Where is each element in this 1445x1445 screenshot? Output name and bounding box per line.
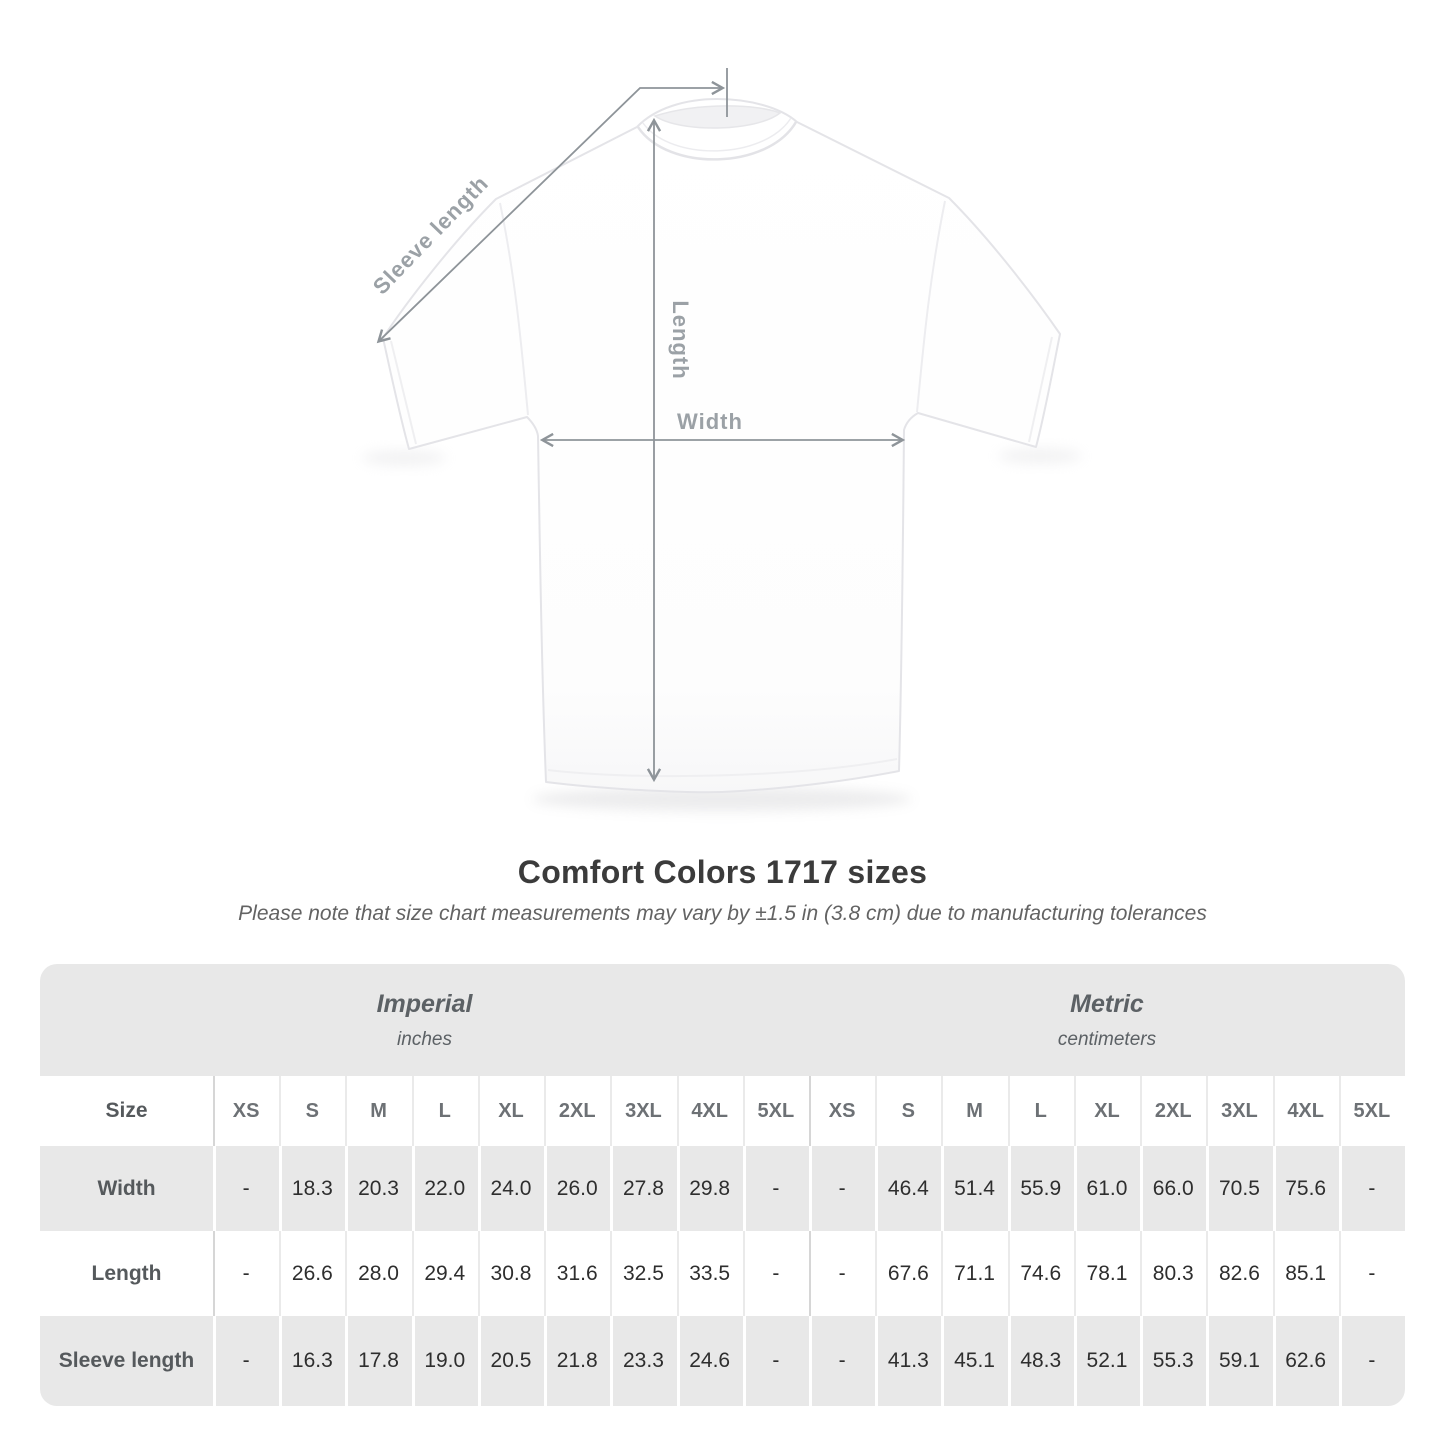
value-cell: 18.3	[279, 1146, 345, 1231]
width-label: Width	[677, 409, 743, 434]
value-cell: 66.0	[1140, 1146, 1206, 1231]
tshirt-measurement-diagram: Sleeve length Length Width	[362, 68, 1082, 811]
table-row-sleeve-length: Sleeve length - 16.3 17.8 19.0 20.5 21.8…	[40, 1316, 1405, 1406]
size-col-header: 3XL	[1206, 1076, 1272, 1146]
value-cell: 78.1	[1074, 1231, 1140, 1316]
value-cell: -	[743, 1231, 809, 1316]
value-cell: 24.0	[478, 1146, 544, 1231]
value-cell: 20.5	[478, 1316, 544, 1406]
value-cell: 20.3	[345, 1146, 411, 1231]
value-cell: 71.1	[941, 1231, 1007, 1316]
size-col-header: 2XL	[544, 1076, 610, 1146]
value-cell: 29.4	[412, 1231, 478, 1316]
size-col-header: M	[941, 1076, 1007, 1146]
value-cell: 22.0	[412, 1146, 478, 1231]
value-cell: 62.6	[1273, 1316, 1339, 1406]
size-col-header: S	[875, 1076, 941, 1146]
value-cell: -	[743, 1316, 809, 1406]
value-cell: 27.8	[610, 1146, 676, 1231]
imperial-units-header: Imperial inches	[40, 990, 809, 1051]
sleeve-length-arrow	[376, 80, 726, 344]
value-cell: -	[809, 1146, 875, 1231]
size-header-row: Size XS S M L XL 2XL 3XL 4XL 5XL XS S M …	[40, 1076, 1405, 1146]
page-subtitle: Please note that size chart measurements…	[238, 902, 1207, 925]
value-cell: 70.5	[1206, 1146, 1272, 1231]
value-cell: -	[213, 1231, 279, 1316]
value-cell: 41.3	[875, 1316, 941, 1406]
value-cell: -	[1339, 1146, 1405, 1231]
value-cell: 29.8	[677, 1146, 743, 1231]
value-cell: 30.8	[478, 1231, 544, 1316]
value-cell: 82.6	[1206, 1231, 1272, 1316]
size-col-header: 5XL	[1339, 1076, 1405, 1146]
value-cell: 55.3	[1140, 1316, 1206, 1406]
value-cell: 67.6	[875, 1231, 941, 1316]
value-cell: -	[809, 1316, 875, 1406]
value-cell: 32.5	[610, 1231, 676, 1316]
value-cell: 51.4	[941, 1146, 1007, 1231]
value-cell: 59.1	[1206, 1316, 1272, 1406]
imperial-sublabel: inches	[397, 1028, 452, 1050]
size-col-header: M	[345, 1076, 411, 1146]
value-cell: 16.3	[279, 1316, 345, 1406]
value-cell: 19.0	[412, 1316, 478, 1406]
row-label: Width	[97, 1176, 156, 1200]
value-cell: -	[809, 1231, 875, 1316]
value-cell: 52.1	[1074, 1316, 1140, 1406]
size-col-header: 2XL	[1140, 1076, 1206, 1146]
size-col-header: 3XL	[610, 1076, 676, 1146]
tshirt-silhouette	[382, 98, 1061, 794]
size-chart-table: Imperial inches Metric centimeters Size …	[40, 964, 1405, 1406]
size-col-header: 4XL	[677, 1076, 743, 1146]
value-cell: 45.1	[941, 1316, 1007, 1406]
value-cell: 23.3	[610, 1316, 676, 1406]
length-label: Length	[668, 300, 693, 379]
value-cell: 85.1	[1273, 1231, 1339, 1316]
shirt-shadow	[362, 448, 1082, 811]
value-cell: 21.8	[544, 1316, 610, 1406]
imperial-label: Imperial	[376, 989, 473, 1018]
value-cell: 26.0	[544, 1146, 610, 1231]
size-col-header: L	[1008, 1076, 1074, 1146]
size-col-header: XL	[1074, 1076, 1140, 1146]
value-cell: 74.6	[1008, 1231, 1074, 1316]
size-col-header: XS	[809, 1076, 875, 1146]
value-cell: 33.5	[677, 1231, 743, 1316]
value-cell: 17.8	[345, 1316, 411, 1406]
value-cell: -	[1339, 1231, 1405, 1316]
value-cell: 80.3	[1140, 1231, 1206, 1316]
size-col-header: XS	[213, 1076, 279, 1146]
row-label: Length	[91, 1261, 162, 1285]
units-header-row: Imperial inches Metric centimeters	[40, 964, 1405, 1076]
value-cell: 61.0	[1074, 1146, 1140, 1231]
size-header-cell: Size	[105, 1099, 148, 1122]
size-col-header: S	[279, 1076, 345, 1146]
value-cell: 31.6	[544, 1231, 610, 1316]
size-col-header: 5XL	[743, 1076, 809, 1146]
table-row-length: Length - 26.6 28.0 29.4 30.8 31.6 32.5 3…	[40, 1231, 1405, 1316]
value-cell: 24.6	[677, 1316, 743, 1406]
value-cell: 26.6	[279, 1231, 345, 1316]
value-cell: 48.3	[1008, 1316, 1074, 1406]
page-title: Comfort Colors 1717 sizes	[517, 854, 928, 890]
value-cell: 75.6	[1273, 1146, 1339, 1231]
metric-label: Metric	[1070, 989, 1144, 1018]
value-cell: -	[743, 1146, 809, 1231]
value-cell: -	[213, 1316, 279, 1406]
size-col-header: 4XL	[1273, 1076, 1339, 1146]
metric-units-header: Metric centimeters	[809, 990, 1405, 1051]
size-col-header: XL	[478, 1076, 544, 1146]
metric-sublabel: centimeters	[1057, 1028, 1157, 1050]
value-cell: -	[213, 1146, 279, 1231]
value-cell: 28.0	[345, 1231, 411, 1316]
tshirt-graphic: Sleeve length Length Width	[362, 68, 1082, 811]
size-col-header: L	[412, 1076, 478, 1146]
table-row-width: Width - 18.3 20.3 22.0 24.0 26.0 27.8 29…	[40, 1146, 1405, 1231]
value-cell: -	[1339, 1316, 1405, 1406]
row-label: Sleeve length	[58, 1349, 195, 1372]
value-cell: 46.4	[875, 1146, 941, 1231]
value-cell: 55.9	[1008, 1146, 1074, 1231]
